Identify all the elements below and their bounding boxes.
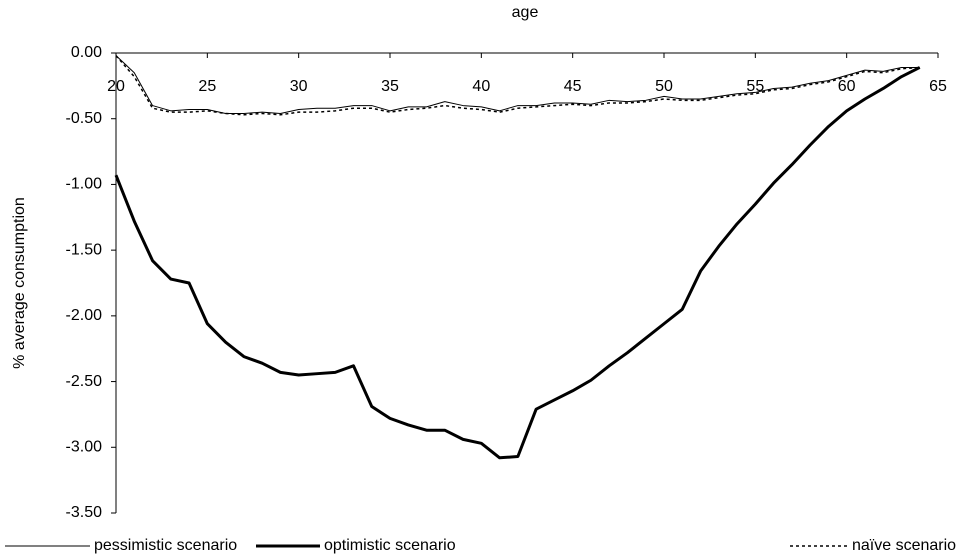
y-tick-label: -3.00 <box>66 439 103 456</box>
y-tick-label: 0.00 <box>71 44 102 61</box>
x-tick-label: 40 <box>472 78 490 95</box>
y-tick-label: -1.50 <box>66 241 103 258</box>
x-tick-label: 50 <box>655 78 673 95</box>
y-tick-label: -2.00 <box>66 307 103 324</box>
x-tick-label: 45 <box>564 78 582 95</box>
series-line <box>115 55 920 116</box>
x-tick-label: 35 <box>381 78 399 95</box>
x-tick-label: 30 <box>290 78 308 95</box>
chart-title: age <box>512 4 539 21</box>
x-tick-label: 65 <box>929 78 947 95</box>
series-line <box>114 66 921 460</box>
x-tick-label: 20 <box>107 78 125 95</box>
series-line <box>115 55 920 114</box>
y-tick-label: -1.00 <box>66 176 103 193</box>
y-tick-label: -3.50 <box>66 504 103 521</box>
y-tick-label: -2.50 <box>66 373 103 390</box>
legend-label: optimistic scenario <box>324 537 456 554</box>
legend-label: naïve scenario <box>852 537 956 554</box>
x-tick-label: 25 <box>198 78 216 95</box>
y-tick-label: -0.50 <box>66 110 103 127</box>
y-axis-label: % average consumption <box>11 197 28 369</box>
x-tick-label: 60 <box>838 78 856 95</box>
legend-label: pessimistic scenario <box>94 537 237 554</box>
